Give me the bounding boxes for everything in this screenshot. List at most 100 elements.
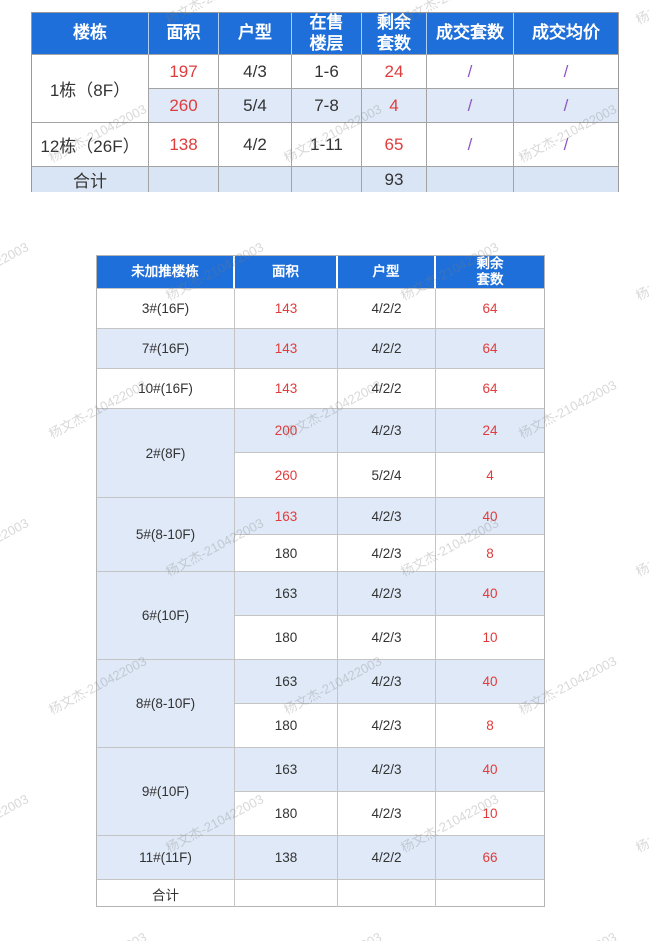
area-cell: 138 bbox=[149, 123, 219, 167]
remaining-cell: 8 bbox=[436, 535, 544, 573]
area-cell: 260 bbox=[235, 453, 338, 499]
building-cell: 3#(16F) bbox=[97, 289, 235, 330]
watermark-text: 杨文杰-210422003 bbox=[515, 927, 620, 941]
sold-cell: / bbox=[427, 55, 514, 89]
table-row: 8#(8-10F) 163 4/2/3 40 bbox=[97, 660, 544, 749]
header-layout: 户型 bbox=[338, 256, 436, 290]
header-remaining: 剩余 套数 bbox=[436, 256, 544, 290]
layout-cell: 4/2/3 bbox=[338, 660, 436, 705]
watermark-text: 杨文杰-210422003 bbox=[632, 0, 649, 28]
table-row: 12栋（26F） 138 4/2 1-11 65 / / bbox=[32, 123, 618, 167]
sold-cell: / bbox=[427, 89, 514, 123]
remaining-cell: 4 bbox=[436, 453, 544, 499]
layout-cell: 4/2/3 bbox=[338, 409, 436, 454]
empty-cell bbox=[436, 880, 544, 907]
watermark-text: 杨文杰-210422003 bbox=[45, 927, 150, 941]
area-cell: 180 bbox=[235, 704, 338, 749]
empty-cell bbox=[235, 880, 338, 908]
area-cell: 180 bbox=[235, 616, 338, 661]
building-cell: 7#(16F) bbox=[97, 329, 235, 370]
table-row: 260 5/2/4 4 bbox=[97, 453, 544, 499]
building-cell: 2#(8F) bbox=[97, 409, 235, 499]
table-row: 180 4/2/3 10 bbox=[97, 616, 544, 661]
area-cell: 143 bbox=[235, 369, 338, 410]
area-cell: 138 bbox=[235, 836, 338, 881]
building-cell: 1栋（8F） bbox=[32, 55, 149, 123]
area-cell: 143 bbox=[235, 329, 338, 370]
building-cell: 10#(16F) bbox=[97, 369, 235, 410]
area-cell: 163 bbox=[235, 748, 338, 793]
remaining-cell: 24 bbox=[362, 55, 427, 89]
watermark-text: 杨文杰-210422003 bbox=[0, 515, 32, 580]
watermark-text: 杨文杰-210422003 bbox=[280, 927, 385, 941]
layout-cell: 4/2/2 bbox=[338, 289, 436, 330]
layout-cell: 5/4 bbox=[219, 89, 292, 123]
layout-cell: 4/2/2 bbox=[338, 329, 436, 370]
header-layout: 户型 bbox=[219, 13, 292, 55]
table-row: 10#(16F) 143 4/2/2 64 bbox=[97, 369, 544, 410]
header-area: 面积 bbox=[235, 256, 338, 290]
remaining-cell: 64 bbox=[436, 369, 544, 410]
table-row: 11#(11F) 138 4/2/2 66 bbox=[97, 836, 544, 881]
header-floors: 在售 楼层 bbox=[292, 13, 362, 55]
empty-cell bbox=[149, 167, 219, 192]
remaining-cell: 4 bbox=[362, 89, 427, 123]
floors-cell: 7-8 bbox=[292, 89, 362, 123]
remaining-cell: 40 bbox=[436, 572, 544, 617]
layout-cell: 4/2/3 bbox=[338, 792, 436, 837]
layout-cell: 5/2/4 bbox=[338, 453, 436, 499]
floors-cell: 1-11 bbox=[292, 123, 362, 167]
empty-cell bbox=[338, 880, 436, 908]
watermark-text: 杨文杰-210422003 bbox=[0, 791, 32, 856]
table-row: 3#(16F) 143 4/2/2 64 bbox=[97, 289, 544, 330]
building-cell: 11#(11F) bbox=[97, 836, 235, 881]
table-row: 7#(16F) 143 4/2/2 64 bbox=[97, 329, 544, 370]
building-cell: 8#(8-10F) bbox=[97, 660, 235, 749]
area-cell: 143 bbox=[235, 289, 338, 330]
table-row: 260 5/4 7-8 4 / / bbox=[32, 89, 618, 123]
layout-cell: 4/2/3 bbox=[338, 704, 436, 749]
layout-cell: 4/2/3 bbox=[338, 748, 436, 793]
layout-cell: 4/2/3 bbox=[338, 572, 436, 617]
table-row: 5#(8-10F) 163 4/2/3 40 bbox=[97, 498, 544, 573]
building-cell: 12栋（26F） bbox=[32, 123, 149, 167]
watermark-text: 杨文杰-210422003 bbox=[633, 791, 649, 856]
layout-cell: 4/3 bbox=[219, 55, 292, 89]
floors-cell: 1-6 bbox=[292, 55, 362, 89]
remaining-cell: 64 bbox=[436, 329, 544, 370]
remaining-cell: 40 bbox=[436, 660, 544, 705]
building-cell: 6#(10F) bbox=[97, 572, 235, 661]
remaining-cell: 10 bbox=[436, 616, 544, 661]
layout-cell: 4/2/3 bbox=[338, 616, 436, 661]
watermark-text: 杨文杰-210422003 bbox=[633, 239, 649, 304]
header-price: 成交均价 bbox=[514, 13, 618, 55]
header-sold: 成交套数 bbox=[427, 13, 514, 55]
header-remaining: 剩余 套数 bbox=[362, 13, 427, 55]
header-area: 面积 bbox=[149, 13, 219, 55]
area-cell: 180 bbox=[235, 792, 338, 837]
total-row: 合计 93 bbox=[32, 167, 618, 192]
empty-cell bbox=[427, 167, 514, 192]
empty-cell bbox=[292, 167, 362, 192]
area-cell: 260 bbox=[149, 89, 219, 123]
price-cell: / bbox=[514, 55, 618, 89]
layout-cell: 4/2/3 bbox=[338, 498, 436, 536]
watermark-text: 杨文杰-210422003 bbox=[0, 239, 32, 304]
pending-table: 未加推楼栋 面积 户型 剩余 套数 3#(16F) 143 4/2/2 64 7… bbox=[97, 256, 544, 908]
header-building: 楼栋 bbox=[32, 13, 149, 55]
remaining-cell: 65 bbox=[362, 123, 427, 167]
building-cell: 9#(10F) bbox=[97, 748, 235, 837]
sales-table: 楼栋 面积 户型 在售 楼层 剩余 套数 成交套数 成交均价 1栋（8F） 19… bbox=[32, 13, 618, 192]
total-row: 合计 bbox=[97, 880, 544, 908]
table-row: 1栋（8F） 197 4/3 1-6 24 / / bbox=[32, 55, 618, 123]
table-row: 2#(8F) 200 4/2/3 24 bbox=[97, 409, 544, 499]
price-cell: / bbox=[514, 89, 618, 123]
sold-cell: / bbox=[427, 123, 514, 167]
area-cell: 200 bbox=[235, 409, 338, 454]
remaining-cell: 66 bbox=[436, 836, 544, 881]
total-label-cell: 合计 bbox=[97, 880, 235, 908]
area-cell: 197 bbox=[149, 55, 219, 89]
table-row: 180 4/2/3 10 bbox=[97, 792, 544, 837]
sales-header-row: 楼栋 面积 户型 在售 楼层 剩余 套数 成交套数 成交均价 bbox=[32, 13, 618, 55]
building-cell: 5#(8-10F) bbox=[97, 498, 235, 573]
